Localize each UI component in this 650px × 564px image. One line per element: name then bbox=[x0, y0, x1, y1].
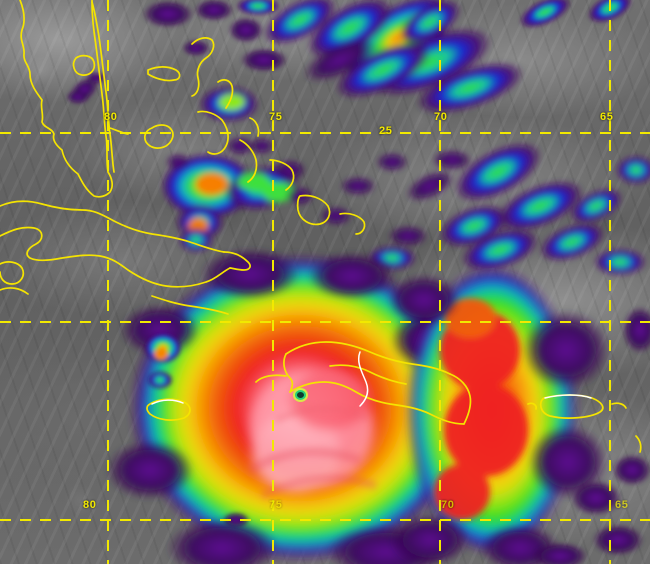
graticule-label-lon-75-bottom: 75 bbox=[269, 499, 283, 511]
coastline-bahamas-abaco bbox=[191, 37, 215, 97]
coastline-hispaniola-east bbox=[449, 373, 472, 425]
coastline-lesser-antilles bbox=[635, 435, 642, 453]
coastline-virgin-islands bbox=[611, 402, 627, 409]
northeast-convective-band bbox=[263, 0, 524, 114]
graticule-label-lon-65-bottom: 65 bbox=[615, 499, 629, 511]
coastline-turks-caicos bbox=[339, 212, 366, 235]
coastline-cuba-southeast bbox=[151, 295, 229, 315]
coastline-cuba-east bbox=[223, 251, 251, 271]
graticule-label-lon-80-top: 80 bbox=[104, 111, 118, 123]
florida-convective-cells bbox=[66, 72, 106, 104]
coastline-hispaniola-south bbox=[289, 381, 465, 425]
coastline-cuba-north bbox=[0, 200, 225, 253]
coastline-hispaniola-north bbox=[285, 341, 451, 375]
coastline-cuba-far-west bbox=[0, 287, 29, 295]
hurricane-eye-marker bbox=[297, 392, 304, 398]
coastline-jamaica-highlight bbox=[151, 399, 184, 405]
lake-okeechobee bbox=[72, 54, 96, 76]
graticule-label-lon-65-top: 65 bbox=[600, 111, 614, 123]
coastline-hispaniola-haiti-nw bbox=[283, 353, 294, 393]
graticule-label-lon-80-bottom: 80 bbox=[83, 499, 97, 511]
graticule-label-lat-25: 25 bbox=[379, 125, 393, 137]
coastline-bahamas-south bbox=[269, 159, 295, 191]
east-scattered-bands bbox=[320, 142, 650, 275]
hurricane-cloud-shield bbox=[106, 248, 470, 564]
coastline-jamaica bbox=[146, 398, 191, 421]
coastline-bahamas-north bbox=[147, 66, 181, 82]
bahamas-convective-cluster bbox=[162, 86, 314, 252]
eastern-rainband bbox=[388, 270, 610, 564]
coastline-bahamas-cat-island bbox=[249, 117, 260, 137]
coastline-bahamas-andros bbox=[143, 124, 174, 149]
coastline-isla-juventud bbox=[0, 261, 25, 285]
coastline-bahamas-inagua bbox=[296, 194, 331, 226]
graticule-label-lon-70-top: 70 bbox=[434, 111, 448, 123]
coastline-bahamas-long-island bbox=[239, 139, 258, 183]
coastline-hispaniola-haiti-sw bbox=[255, 374, 287, 383]
graticule-label-lon-70-bottom: 70 bbox=[441, 499, 455, 511]
coastline-florida-east bbox=[91, 1, 115, 173]
coastline-hispaniola-interior bbox=[329, 364, 407, 385]
coastline-florida bbox=[19, 0, 114, 198]
coastline-cuba-south bbox=[0, 226, 231, 288]
coastline-mona-island bbox=[527, 402, 537, 410]
border-haiti-dominican bbox=[357, 351, 369, 407]
coastline-puerto-rico-highlight bbox=[544, 394, 592, 399]
graticule-label-lon-75-top: 75 bbox=[269, 111, 283, 123]
coastline-bahamas-eleuthera bbox=[217, 79, 234, 109]
